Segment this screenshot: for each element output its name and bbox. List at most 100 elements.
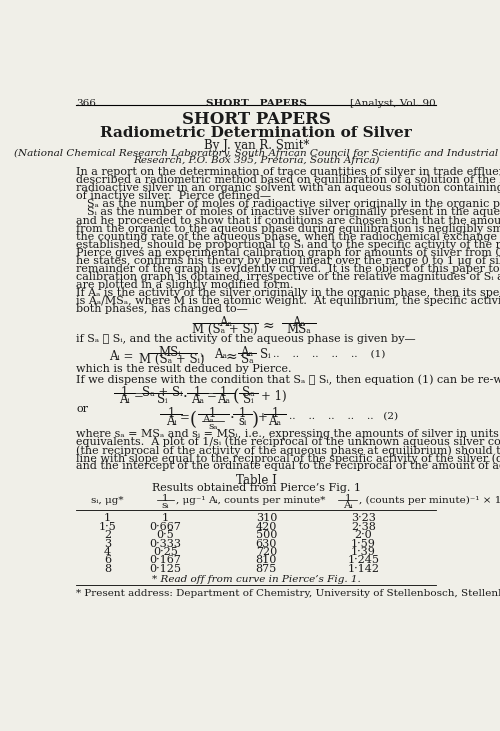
Text: Aₐ: Aₐ [217, 393, 230, 406]
Text: , μg⁻¹: , μg⁻¹ [176, 496, 205, 505]
Text: from the organic to the aqueous phase during equilibration is negligibly small, : from the organic to the aqueous phase du… [76, 224, 500, 234]
Text: , (counts per minute)⁻¹ × 10⁻³: , (counts per minute)⁻¹ × 10⁻³ [360, 496, 500, 505]
Text: 8: 8 [104, 564, 111, 574]
Text: 1·245: 1·245 [347, 556, 379, 566]
Text: ..    ..    ..    ..    ..   (2): .. .. .. .. .. (2) [289, 411, 398, 420]
Text: [Analyst, Vol. 90: [Analyst, Vol. 90 [350, 99, 436, 107]
Text: =: = [207, 390, 217, 403]
Text: 0·167: 0·167 [150, 556, 182, 566]
Text: ): ) [251, 411, 258, 429]
Text: Sᵢ: Sᵢ [244, 393, 254, 406]
Text: (the reciprocal of the activity of the aqueous phase at equilibrium) should ther: (the reciprocal of the activity of the a… [76, 445, 500, 455]
Text: 1: 1 [194, 386, 201, 398]
Text: sᵢ, μg*: sᵢ, μg* [91, 496, 124, 505]
Text: 1: 1 [104, 513, 111, 523]
Text: (: ( [189, 411, 196, 429]
Text: If we dispense with the condition that Sₐ ≫ Sᵢ, then equation (1) can be re-writ: If we dispense with the condition that S… [76, 374, 500, 385]
Text: line with slope equal to the reciprocal of the specific activity of the silver (: line with slope equal to the reciprocal … [76, 453, 500, 463]
Text: Sₐ + Sᵢ: Sₐ + Sᵢ [142, 386, 182, 398]
Text: Aᵢ: Aᵢ [119, 393, 130, 406]
Text: sᵢ: sᵢ [162, 501, 170, 510]
Text: of inactive silver.  Pierce defined—: of inactive silver. Pierce defined— [76, 192, 272, 201]
Text: Results obtained from Pierce’s Fig. 1: Results obtained from Pierce’s Fig. 1 [152, 483, 361, 493]
Text: ·: · [182, 390, 188, 404]
Text: Aₐ: Aₐ [268, 415, 281, 428]
Text: MSᵢ: MSᵢ [158, 346, 180, 359]
Text: 2·0: 2·0 [354, 530, 372, 540]
Text: Aₐ: Aₐ [191, 393, 204, 406]
Text: the counting rate of the aqueous phase, when the radiochemical exchange equilibr: the counting rate of the aqueous phase, … [76, 232, 500, 242]
Text: Aₐ: Aₐ [240, 346, 254, 359]
Text: 1: 1 [208, 407, 216, 420]
Text: 1: 1 [162, 513, 169, 523]
Text: 1: 1 [271, 407, 278, 420]
Text: (: ( [233, 389, 239, 406]
Text: both phases, has changed to—: both phases, has changed to— [76, 305, 248, 314]
Text: 1·142: 1·142 [347, 564, 379, 574]
Text: 2·38: 2·38 [351, 522, 376, 531]
Text: (National Chemical Research Laboratory, South African Council for Scientific and: (National Chemical Research Laboratory, … [14, 148, 498, 158]
Text: Sᵢ as the number of moles of inactive silver originally present in the aqueous p: Sᵢ as the number of moles of inactive si… [88, 208, 500, 217]
Text: or: or [76, 404, 88, 414]
Text: Aₐ: Aₐ [202, 415, 214, 424]
Text: =: = [134, 390, 143, 403]
Text: Pierce gives an experimental calibration graph for amounts of silver from 0 to 1: Pierce gives an experimental calibration… [76, 248, 500, 258]
Text: equivalents.  A plot of 1/sᵢ (the reciprocal of the unknown aqueous silver conte: equivalents. A plot of 1/sᵢ (the recipro… [76, 437, 500, 447]
Text: Sᵢ: Sᵢ [156, 393, 167, 406]
Text: 1·5: 1·5 [98, 522, 116, 531]
Text: Sₐ as the number of moles of radioactive silver originally in the organic phase : Sₐ as the number of moles of radioactive… [88, 200, 500, 209]
Text: Sₐ: Sₐ [240, 353, 254, 366]
Text: 1: 1 [168, 407, 174, 420]
Text: M (Sₐ + Sᵢ): M (Sₐ + Sᵢ) [139, 353, 204, 366]
Text: Aₐ: Aₐ [292, 316, 306, 329]
Text: is Aₐ/MSₐ, where M is the atomic weight.  At equilibrium, the specific activity,: is Aₐ/MSₐ, where M is the atomic weight.… [76, 296, 500, 306]
Text: Aᵢ, counts per minute*: Aᵢ, counts per minute* [208, 496, 325, 505]
Text: described a radiometric method based on equilibration of a solution of the keto-: described a radiometric method based on … [76, 175, 500, 185]
Text: 1: 1 [121, 386, 128, 398]
Text: which is the result deduced by Pierce.: which is the result deduced by Pierce. [76, 364, 292, 374]
Text: he states, confirms his theory by being linear over the range 0 to 1 μg of silve: he states, confirms his theory by being … [76, 256, 500, 266]
Text: M (Sₐ + Sᵢ): M (Sₐ + Sᵢ) [192, 323, 258, 336]
Text: Table I: Table I [236, 474, 277, 487]
Text: 875: 875 [256, 564, 277, 574]
Text: 2: 2 [104, 530, 111, 540]
Text: are plotted in a slightly modified form.: are plotted in a slightly modified form. [76, 280, 294, 290]
Text: * Read off from curve in Pierce’s Fig. 1.: * Read off from curve in Pierce’s Fig. 1… [152, 575, 360, 584]
Text: 0·25: 0·25 [153, 547, 178, 557]
Text: 0·667: 0·667 [150, 522, 182, 531]
Text: 1·59: 1·59 [351, 539, 376, 548]
Text: By J. van R. Smit*: By J. van R. Smit* [204, 140, 309, 152]
Text: 3: 3 [104, 539, 111, 548]
Text: + 1): + 1) [261, 390, 286, 403]
Text: 0·125: 0·125 [150, 564, 182, 574]
Text: 4: 4 [104, 547, 111, 557]
Text: 1: 1 [162, 494, 169, 503]
Text: SHORT PAPERS: SHORT PAPERS [182, 111, 330, 128]
Text: 310: 310 [256, 513, 277, 523]
Text: and the intercept of the ordinate equal to the reciprocal of the amount of activ: and the intercept of the ordinate equal … [76, 461, 500, 471]
Text: 720: 720 [256, 547, 277, 557]
Text: 0·333: 0·333 [150, 539, 182, 548]
Text: sᵢ: sᵢ [238, 415, 246, 428]
Text: Radiometric Determination of Silver: Radiometric Determination of Silver [100, 126, 412, 140]
Text: MSₐ: MSₐ [286, 323, 311, 336]
Text: if Sₐ ≫ Sᵢ, and the activity of the aqueous phase is given by—: if Sₐ ≫ Sᵢ, and the activity of the aque… [76, 334, 416, 344]
Text: * Present address: Department of Chemistry, University of Stellenbosch, Stellenb: * Present address: Department of Chemist… [76, 588, 500, 598]
Text: +: + [258, 411, 268, 424]
Text: 1: 1 [238, 407, 246, 420]
Text: ≈: ≈ [226, 349, 237, 363]
Text: ·: · [230, 411, 234, 425]
Text: and he proceeded to show that if conditions are chosen such that the amount of s: and he proceeded to show that if conditi… [76, 216, 500, 226]
Text: Sₐ: Sₐ [242, 386, 255, 398]
Text: 366: 366 [76, 99, 96, 107]
Text: sₐ: sₐ [208, 422, 218, 431]
Text: established, should be proportional to Sᵢ and to the specific activity of the ra: established, should be proportional to S… [76, 240, 500, 250]
Text: calibration graph is obtained, irrespective of the relative magnitudes of Sᵢ and: calibration graph is obtained, irrespect… [76, 272, 500, 282]
Text: ..    ..    ..    ..    ..    (1): .. .. .. .. .. (1) [274, 349, 386, 358]
Text: 810: 810 [256, 556, 277, 566]
Text: If Aₐ is the activity of the silver originally in the organic phase, then its sp: If Aₐ is the activity of the silver orig… [76, 288, 500, 298]
Text: radioactive silver in an organic solvent with an aqueous solution containing the: radioactive silver in an organic solvent… [76, 183, 500, 193]
Text: Aᵢ =: Aᵢ = [110, 349, 134, 363]
Text: Aₐ: Aₐ [219, 316, 232, 329]
Text: remainder of the graph is evidently curved.  It is the object of this paper to s: remainder of the graph is evidently curv… [76, 264, 500, 274]
